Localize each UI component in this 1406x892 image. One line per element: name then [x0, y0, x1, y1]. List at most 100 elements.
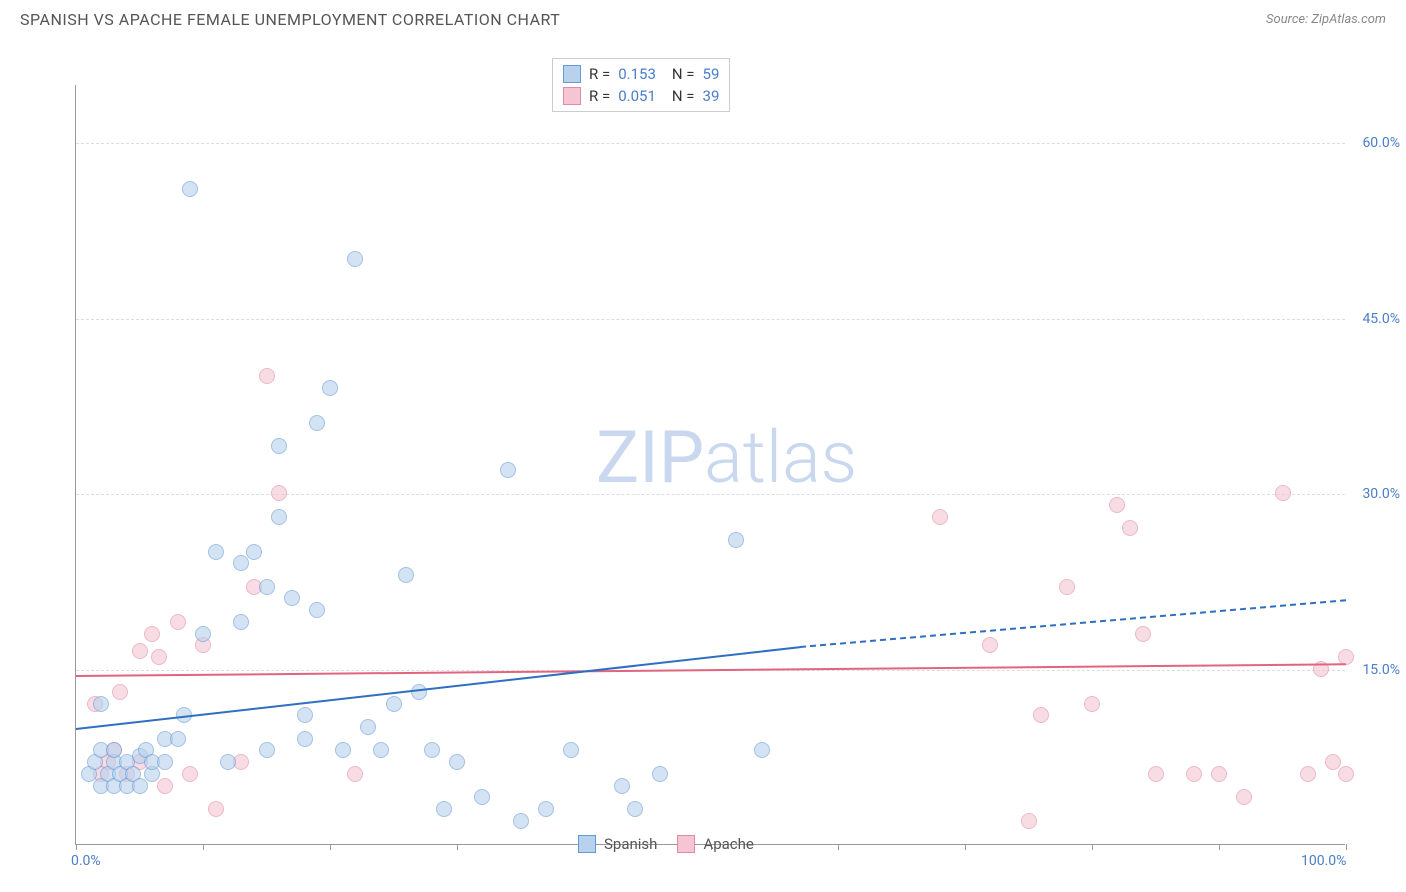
spanish-point	[132, 778, 148, 794]
x-tick	[1346, 844, 1347, 850]
spanish-point	[233, 614, 249, 630]
spanish-point	[322, 380, 338, 396]
apache-point	[259, 368, 275, 384]
spanish-point	[436, 801, 452, 817]
apache-point	[1275, 485, 1291, 501]
source-label: Source: ZipAtlas.com	[1266, 12, 1386, 27]
apache-point	[347, 766, 363, 782]
apache-point	[982, 637, 998, 653]
x-tick	[1219, 844, 1220, 850]
legend-swatch-icon	[677, 835, 695, 853]
watermark: ZIPatlas	[596, 415, 857, 500]
apache-point	[1033, 707, 1049, 723]
x-tick	[76, 844, 77, 850]
spanish-point	[500, 462, 516, 478]
spanish-point	[220, 754, 236, 770]
spanish-point	[335, 742, 351, 758]
spanish-point	[271, 438, 287, 454]
apache-point	[182, 766, 198, 782]
y-tick-label: 30.0%	[1362, 486, 1400, 502]
spanish-point	[93, 696, 109, 712]
spanish-point	[614, 778, 630, 794]
legend-r-label: R =	[589, 65, 610, 83]
spanish-point	[195, 626, 211, 642]
legend-n-value: 39	[703, 87, 720, 105]
spanish-point	[347, 251, 363, 267]
apache-point	[1300, 766, 1316, 782]
trend-line	[76, 646, 800, 730]
apache-point	[208, 801, 224, 817]
spanish-point	[360, 719, 376, 735]
apache-point	[112, 684, 128, 700]
legend-label: Apache	[703, 835, 753, 853]
legend-correlation: R = 0.153 N = 59 R = 0.051 N = 39	[552, 58, 730, 112]
x-tick	[838, 844, 839, 850]
spanish-point	[170, 731, 186, 747]
gridline	[76, 319, 1345, 320]
legend-r-value: 0.051	[618, 87, 656, 105]
x-tick-label: 0.0%	[71, 853, 101, 869]
spanish-point	[513, 813, 529, 829]
chart-title: SPANISH VS APACHE FEMALE UNEMPLOYMENT CO…	[20, 10, 560, 29]
plot-area: 15.0%30.0%45.0%60.0%0.0%100.0%ZIPatlas	[75, 85, 1345, 845]
x-tick	[965, 844, 966, 850]
spanish-point	[309, 602, 325, 618]
spanish-point	[246, 544, 262, 560]
apache-point	[1135, 626, 1151, 642]
x-tick	[1092, 844, 1093, 850]
legend-series: Spanish Apache	[578, 835, 754, 853]
x-tick	[457, 844, 458, 850]
spanish-point	[297, 707, 313, 723]
spanish-point	[538, 801, 554, 817]
x-tick-label: 100.0%	[1301, 853, 1346, 869]
spanish-point	[424, 742, 440, 758]
spanish-point	[728, 532, 744, 548]
legend-swatch-icon	[563, 87, 581, 105]
apache-point	[1236, 789, 1252, 805]
legend-label: Spanish	[604, 835, 657, 853]
legend-r-label: R =	[589, 87, 610, 105]
apache-point	[932, 509, 948, 525]
spanish-point	[259, 742, 275, 758]
apache-point	[132, 643, 148, 659]
spanish-point	[271, 509, 287, 525]
legend-r-value: 0.153	[618, 65, 656, 83]
spanish-point	[157, 754, 173, 770]
apache-point	[271, 485, 287, 501]
x-tick	[330, 844, 331, 850]
x-tick	[203, 844, 204, 850]
spanish-point	[259, 579, 275, 595]
apache-point	[1059, 579, 1075, 595]
y-tick-label: 15.0%	[1362, 662, 1400, 678]
gridline	[76, 143, 1345, 144]
spanish-point	[411, 684, 427, 700]
legend-row-apache: R = 0.051 N = 39	[563, 85, 719, 107]
spanish-point	[754, 742, 770, 758]
spanish-point	[208, 544, 224, 560]
apache-point	[144, 626, 160, 642]
apache-point	[170, 614, 186, 630]
legend-row-spanish: R = 0.153 N = 59	[563, 63, 719, 85]
spanish-point	[233, 555, 249, 571]
apache-point	[1211, 766, 1227, 782]
spanish-point	[563, 742, 579, 758]
spanish-point	[373, 742, 389, 758]
spanish-point	[386, 696, 402, 712]
apache-point	[1186, 766, 1202, 782]
spanish-point	[182, 181, 198, 197]
spanish-point	[398, 567, 414, 583]
y-tick-label: 60.0%	[1362, 135, 1400, 151]
spanish-point	[652, 766, 668, 782]
spanish-point	[474, 789, 490, 805]
gridline	[76, 494, 1345, 495]
spanish-point	[309, 415, 325, 431]
spanish-point	[297, 731, 313, 747]
legend-n-label: N =	[672, 65, 695, 83]
apache-point	[1122, 520, 1138, 536]
legend-swatch-icon	[563, 65, 581, 83]
spanish-point	[627, 801, 643, 817]
y-tick-label: 45.0%	[1362, 311, 1400, 327]
legend-n-label: N =	[672, 87, 695, 105]
legend-n-value: 59	[703, 65, 720, 83]
legend-swatch-icon	[578, 835, 596, 853]
